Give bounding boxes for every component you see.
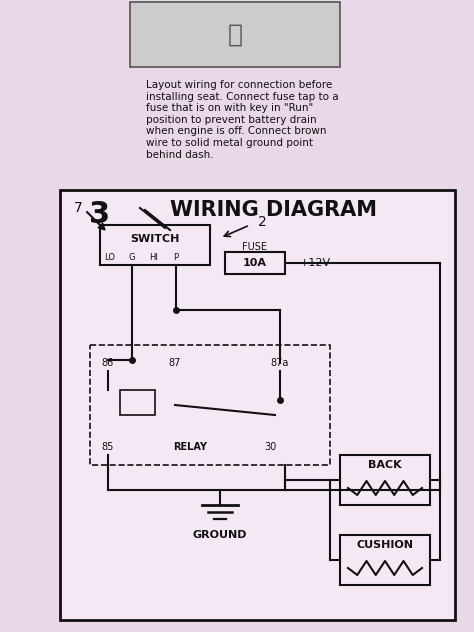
Text: CUSHION: CUSHION — [356, 540, 413, 550]
Bar — [90, 345, 330, 465]
Text: 🚗: 🚗 — [228, 23, 243, 47]
Text: 87: 87 — [169, 358, 181, 368]
Bar — [120, 390, 155, 415]
Text: FUSE: FUSE — [243, 242, 267, 252]
Bar — [340, 535, 430, 585]
Text: BACK: BACK — [368, 460, 402, 470]
Text: 30: 30 — [264, 442, 276, 452]
Text: G: G — [129, 253, 135, 262]
Text: 86: 86 — [102, 358, 114, 368]
Text: 10A: 10A — [243, 258, 267, 268]
Bar — [100, 225, 210, 265]
Bar — [340, 455, 430, 505]
Text: LO: LO — [104, 253, 116, 262]
Text: SWITCH: SWITCH — [130, 234, 180, 244]
Text: GROUND: GROUND — [193, 530, 247, 540]
Bar — [60, 190, 455, 620]
Text: 85: 85 — [102, 442, 114, 452]
Text: +12V: +12V — [300, 258, 331, 268]
Text: RELAY: RELAY — [173, 442, 207, 452]
Text: 3: 3 — [90, 200, 110, 229]
Text: Layout wiring for connection before
installing seat. Connect fuse tap to a
fuse : Layout wiring for connection before inst… — [146, 80, 338, 160]
Text: P: P — [173, 253, 179, 262]
Bar — [225, 252, 285, 274]
Text: 7: 7 — [74, 201, 83, 215]
Text: WIRING DIAGRAM: WIRING DIAGRAM — [170, 200, 377, 220]
Text: 87a: 87a — [271, 358, 289, 368]
Text: 2: 2 — [258, 215, 267, 229]
Bar — [130, 2, 340, 67]
Text: HI: HI — [150, 253, 158, 262]
